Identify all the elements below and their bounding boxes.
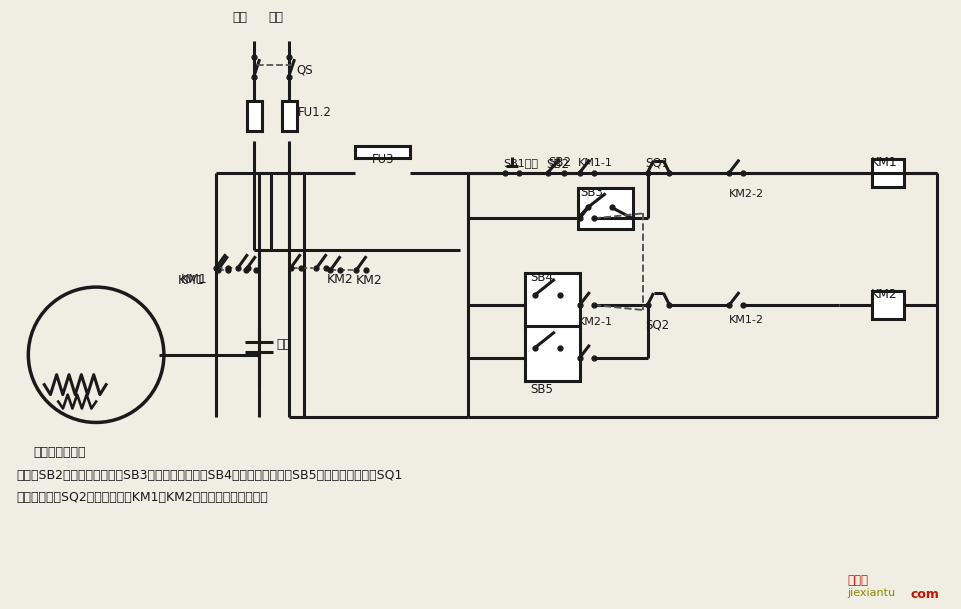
Text: SQ1: SQ1 [645,157,669,170]
Text: SB2: SB2 [547,156,570,169]
Bar [282,101,296,131]
Bar [525,326,579,381]
Text: SB5: SB5 [530,382,553,396]
Text: QS: QS [296,63,313,76]
Text: 单相电容电动机: 单相电容电动机 [34,446,86,459]
Text: KM2: KM2 [870,288,897,301]
Text: SB3: SB3 [580,186,603,199]
Text: KM1: KM1 [870,156,897,169]
Text: SB4: SB4 [530,271,553,284]
Bar [871,159,902,186]
Bar [355,146,409,158]
Text: jiexiantu: jiexiantu [846,588,894,597]
Bar [871,291,902,319]
Text: KM2-2: KM2-2 [728,189,764,199]
Text: 火线: 火线 [233,12,248,24]
Text: KM1: KM1 [178,274,205,287]
Text: 说明：SB2为上升启动按钮，SB3为上升点动按钮，SB4为下降启动按钮，SB5为下降点动按钮；SQ1: 说明：SB2为上升启动按钮，SB3为上升点动按钮，SB4为下降启动按钮，SB5为… [16,470,403,482]
Bar [246,101,261,131]
Text: SQ2: SQ2 [645,319,669,332]
Text: 接线图: 接线图 [846,574,867,586]
Bar [525,273,579,328]
Text: com: com [910,588,939,600]
Text: FU3: FU3 [372,153,394,166]
Bar [578,188,632,230]
Text: KM1-1: KM1-1 [578,158,612,167]
Text: KM2: KM2 [326,273,353,286]
Text: SB2: SB2 [545,158,568,171]
Text: FU1.2: FU1.2 [297,106,331,119]
Text: 零线: 零线 [268,12,283,24]
Text: 为最高限位，SQ2为最低限位。KM1、KM2可用中间继电器代替。: 为最高限位，SQ2为最低限位。KM1、KM2可用中间继电器代替。 [16,491,268,504]
Text: 电容: 电容 [277,338,291,351]
Text: KM2: KM2 [355,274,382,287]
Text: KM2-1: KM2-1 [578,317,612,327]
Text: SB1停止: SB1停止 [503,158,537,167]
Text: KM1: KM1 [181,273,208,286]
Text: KM1-2: KM1-2 [728,315,763,325]
